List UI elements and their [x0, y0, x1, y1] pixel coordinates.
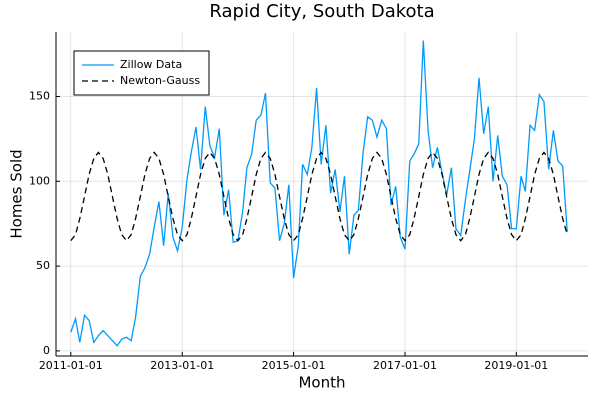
data-line	[70, 151, 568, 242]
y-tick-label: 50	[36, 259, 50, 272]
x-tick-label: 2019-01-01	[484, 359, 548, 372]
x-tick-label: 2013-01-01	[150, 359, 214, 372]
data-line	[70, 40, 568, 347]
legend-label: Zillow Data	[120, 58, 182, 71]
chart-title: Rapid City, South Dakota	[209, 1, 434, 22]
x-tick-label: 2011-01-01	[39, 359, 103, 372]
x-axis-label: Month	[298, 374, 345, 392]
y-tick-label: 150	[29, 89, 50, 102]
legend-box	[73, 50, 210, 96]
legend-label: Newton-Gauss	[120, 74, 200, 87]
x-tick-label: 2017-01-01	[373, 359, 437, 372]
x-tick-label: 2015-01-01	[262, 359, 326, 372]
y-tick-label: 0	[43, 344, 50, 357]
y-tick-label: 100	[29, 174, 50, 187]
y-axis-label: Homes Sold	[8, 149, 26, 238]
